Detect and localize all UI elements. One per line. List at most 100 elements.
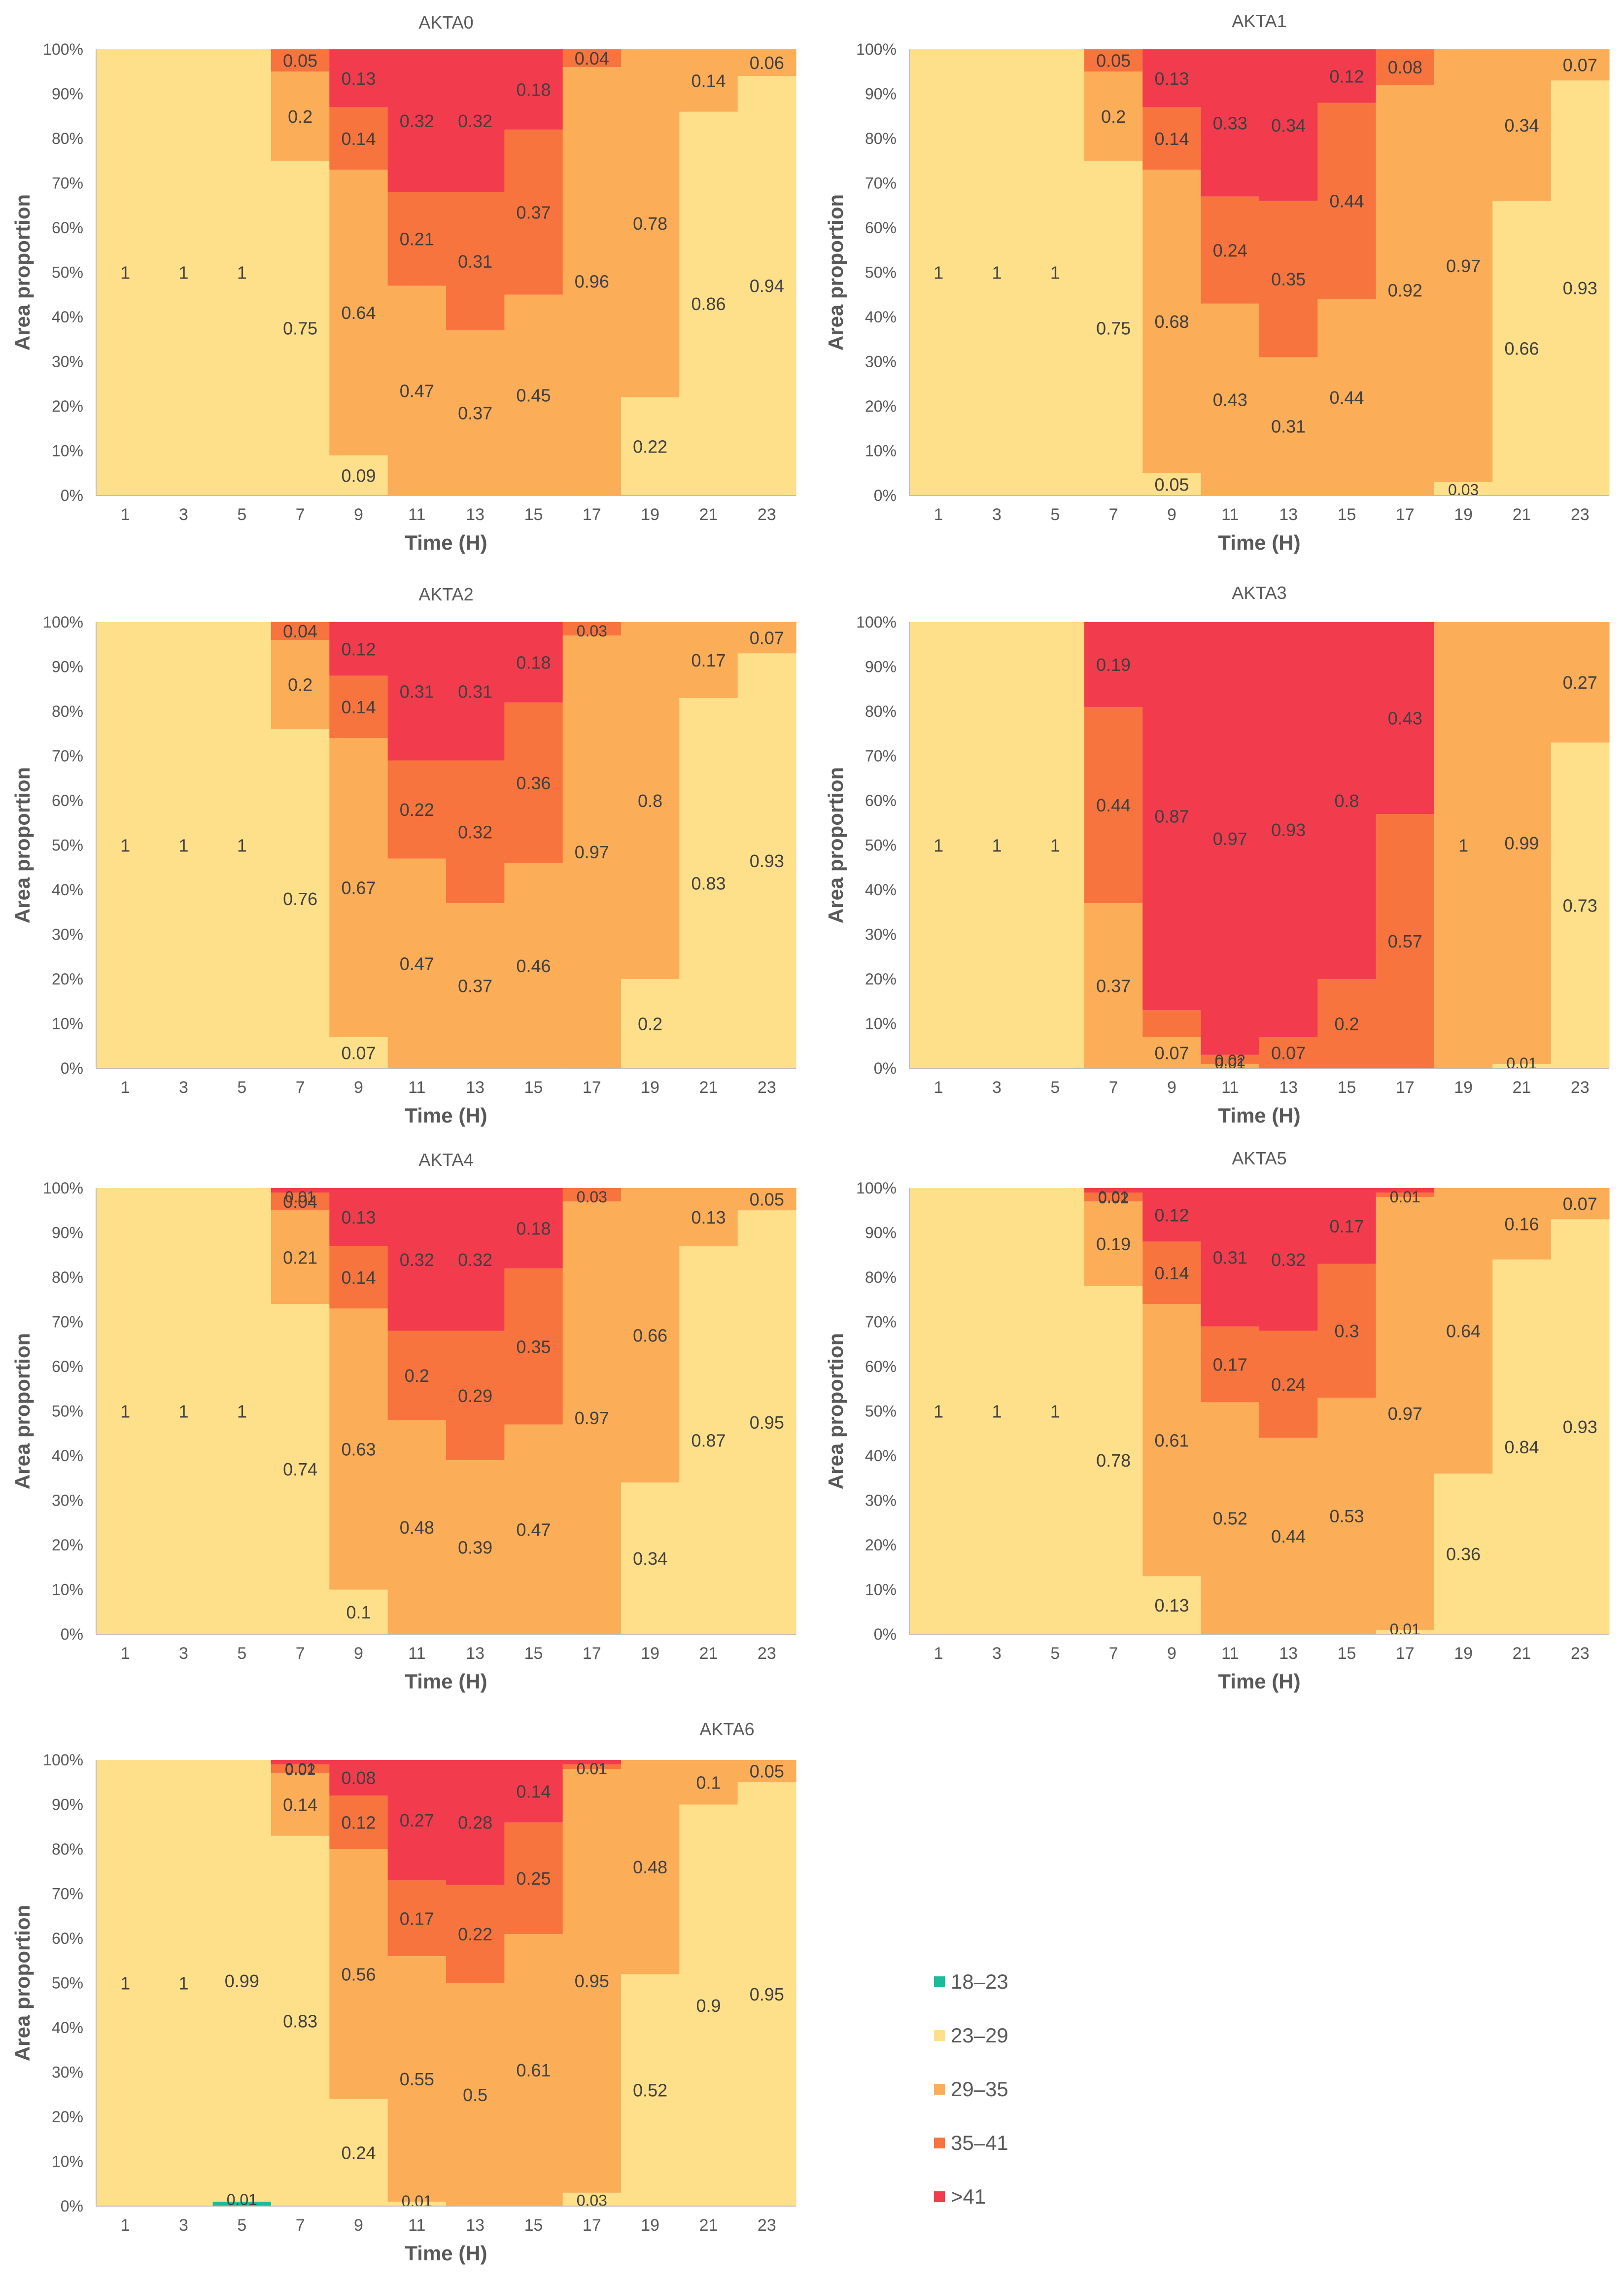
bar-segment-18-23-t5 — [212, 2201, 272, 2206]
data-label-35-41-t17: 0.08 — [1388, 57, 1422, 77]
data-label-23-29-t23: 0.93 — [750, 851, 784, 871]
bar-segment-23-29-t23 — [1551, 80, 1610, 496]
data-label-23-29-t21: 0.86 — [691, 294, 726, 314]
bar-segment-35-41-t7 — [1084, 1193, 1143, 1202]
panel-akta5: 1 1 10.780.190.020.010.130.610.140.120.520… — [824, 1148, 1610, 1693]
x-axis-title: Time (H) — [1218, 1670, 1300, 1693]
y-tick-label: 60% — [865, 219, 897, 237]
data-label-29-35-t15: 0.53 — [1329, 1506, 1364, 1526]
bar-segment-29-35-t7 — [271, 640, 330, 730]
x-axis-title: Time (H) — [1218, 1104, 1300, 1127]
y-tick-label: 100% — [43, 40, 83, 58]
bar-segment-35-41-t15 — [504, 1268, 563, 1425]
data-label-29-35-t11: 0.47 — [400, 953, 434, 974]
data-label-gt41-t11: 0.97 — [1213, 829, 1247, 849]
bar-segment-29-35-t21 — [679, 1760, 738, 1805]
data-label-35-41-t17: 0.03 — [577, 1188, 607, 1206]
x-tick-label-15: 15 — [524, 1078, 543, 1097]
data-label-29-35-t15: 0.44 — [1329, 387, 1364, 408]
data-label-35-41-t7: 0.05 — [1096, 51, 1131, 71]
bar-segment-gt41-t11 — [1201, 622, 1260, 1055]
bar-segment-23-29-t1 — [96, 1760, 155, 2206]
y-axis-title: Area proportion — [11, 767, 34, 923]
y-tick-label: 70% — [52, 175, 83, 192]
bar-segment-29-35-t15 — [504, 1424, 563, 1634]
data-label-29-35-t13: 0.44 — [1271, 1526, 1306, 1546]
chart-title: AKTA3 — [1232, 583, 1286, 603]
data-label-29-35-t23: 0.07 — [750, 628, 784, 648]
data-label-23-29-t7: 0.76 — [283, 889, 317, 909]
x-tick-label-19: 19 — [641, 1078, 659, 1097]
bar-segment-29-35-t23 — [1551, 622, 1610, 743]
x-tick-label-11: 11 — [408, 505, 425, 524]
legend-swatch-29-35 — [934, 2083, 945, 2095]
data-label-gt41-t9: 0.13 — [341, 1207, 376, 1228]
bar-segment-23-29-t19 — [1434, 482, 1493, 495]
legend-swatch-23-29 — [934, 2030, 945, 2041]
bar-segment-gt41-t13 — [446, 622, 505, 761]
data-label-35-41-t13: 0.29 — [458, 1386, 492, 1406]
data-label-gt41-t11: 0.31 — [1213, 1247, 1247, 1267]
y-axis-title: Area proportion — [824, 1333, 847, 1489]
x-tick-label-5: 5 — [1050, 505, 1060, 524]
bar-segment-gt41-t15 — [1317, 49, 1377, 103]
data-label-35-41-t11: 0.21 — [400, 229, 434, 249]
bar-segment-gt41-t11 — [1201, 49, 1260, 197]
data-label-23-29-t3: 1 — [178, 263, 188, 283]
data-label-29-35-t15: 0.46 — [516, 956, 551, 976]
data-label-23-29-t7: 0.83 — [283, 2011, 317, 2031]
bar-segment-23-29-t5 — [212, 49, 272, 495]
x-tick-label-23: 23 — [1571, 505, 1589, 524]
data-label-23-29-t5: 1 — [1050, 836, 1060, 856]
bar-segment-35-41-t13 — [1259, 1331, 1318, 1438]
data-label-29-35-t15: 0.45 — [516, 385, 551, 405]
data-label-35-41-t7: 0.04 — [283, 1192, 317, 1212]
y-tick-label: 40% — [52, 881, 83, 899]
y-tick-label: 70% — [865, 175, 897, 192]
legend-label-23-29: 23–29 — [951, 2023, 1008, 2047]
y-tick-label: 0% — [874, 487, 897, 504]
bar-segment-35-41-t17 — [1376, 49, 1435, 85]
y-tick-label: 30% — [52, 2064, 83, 2081]
x-tick-label-13: 13 — [466, 1644, 484, 1663]
y-tick-label: 40% — [52, 308, 83, 326]
bar-segment-23-29-t17 — [1376, 1629, 1435, 1634]
data-label-35-41-t9: 0.14 — [1154, 129, 1189, 149]
data-label-35-41-t11: 0.17 — [400, 1908, 434, 1929]
data-label-35-41-t15: 0.35 — [516, 1336, 551, 1357]
x-tick-label-15: 15 — [524, 1644, 543, 1663]
data-label-gt41-t7: 0.01 — [285, 1760, 315, 1778]
data-label-23-29-t19: 0.22 — [633, 436, 667, 457]
x-tick-label-11: 11 — [1221, 1644, 1239, 1663]
bar-segment-29-35-t23 — [737, 1760, 796, 1783]
data-label-gt41-t15: 0.14 — [516, 1781, 551, 1801]
data-label-35-41-t17: 0.57 — [1388, 931, 1422, 951]
data-label-gt41-t11: 0.32 — [400, 1250, 434, 1270]
data-label-23-29-t23: 0.95 — [750, 1984, 784, 2004]
bar-segment-29-35-t13 — [446, 1460, 505, 1634]
x-tick-label-11: 11 — [408, 1644, 425, 1663]
bar-segment-35-41-t15 — [504, 129, 563, 295]
bar-segment-gt41-t9 — [1142, 1188, 1202, 1242]
bar-segment-23-29-t23 — [737, 1210, 796, 1634]
data-label-23-29-t7: 0.74 — [283, 1459, 317, 1479]
bar-segment-29-35-t9 — [1142, 1037, 1202, 1068]
bar-segment-gt41-t13 — [1259, 1188, 1318, 1331]
y-tick-label: 80% — [52, 1268, 83, 1286]
bar-segment-gt41-t15 — [504, 49, 563, 130]
bar-segment-29-35-t21 — [1492, 622, 1552, 1064]
y-axis-title: Area proportion — [11, 194, 34, 351]
data-label-23-29-t19: 0.36 — [1446, 1544, 1481, 1564]
legend-item-29-35: 29–35 — [934, 2062, 1008, 2116]
bar-segment-35-41-t11 — [387, 1880, 447, 1957]
x-tick-label-19: 19 — [1454, 505, 1473, 524]
x-tick-label-13: 13 — [1279, 1078, 1298, 1097]
bar-segment-35-41-t9 — [1142, 1010, 1202, 1037]
x-tick-label-23: 23 — [1571, 1644, 1589, 1663]
x-tick-label-7: 7 — [1109, 1078, 1118, 1097]
chart-title: AKTA6 — [699, 1719, 754, 1739]
bar-segment-gt41-t15 — [504, 1760, 563, 1823]
data-label-23-29-t21: 0.87 — [691, 1430, 726, 1450]
data-label-29-35-t23: 0.05 — [750, 1190, 784, 1210]
bar-segment-gt41-t9 — [329, 622, 388, 676]
